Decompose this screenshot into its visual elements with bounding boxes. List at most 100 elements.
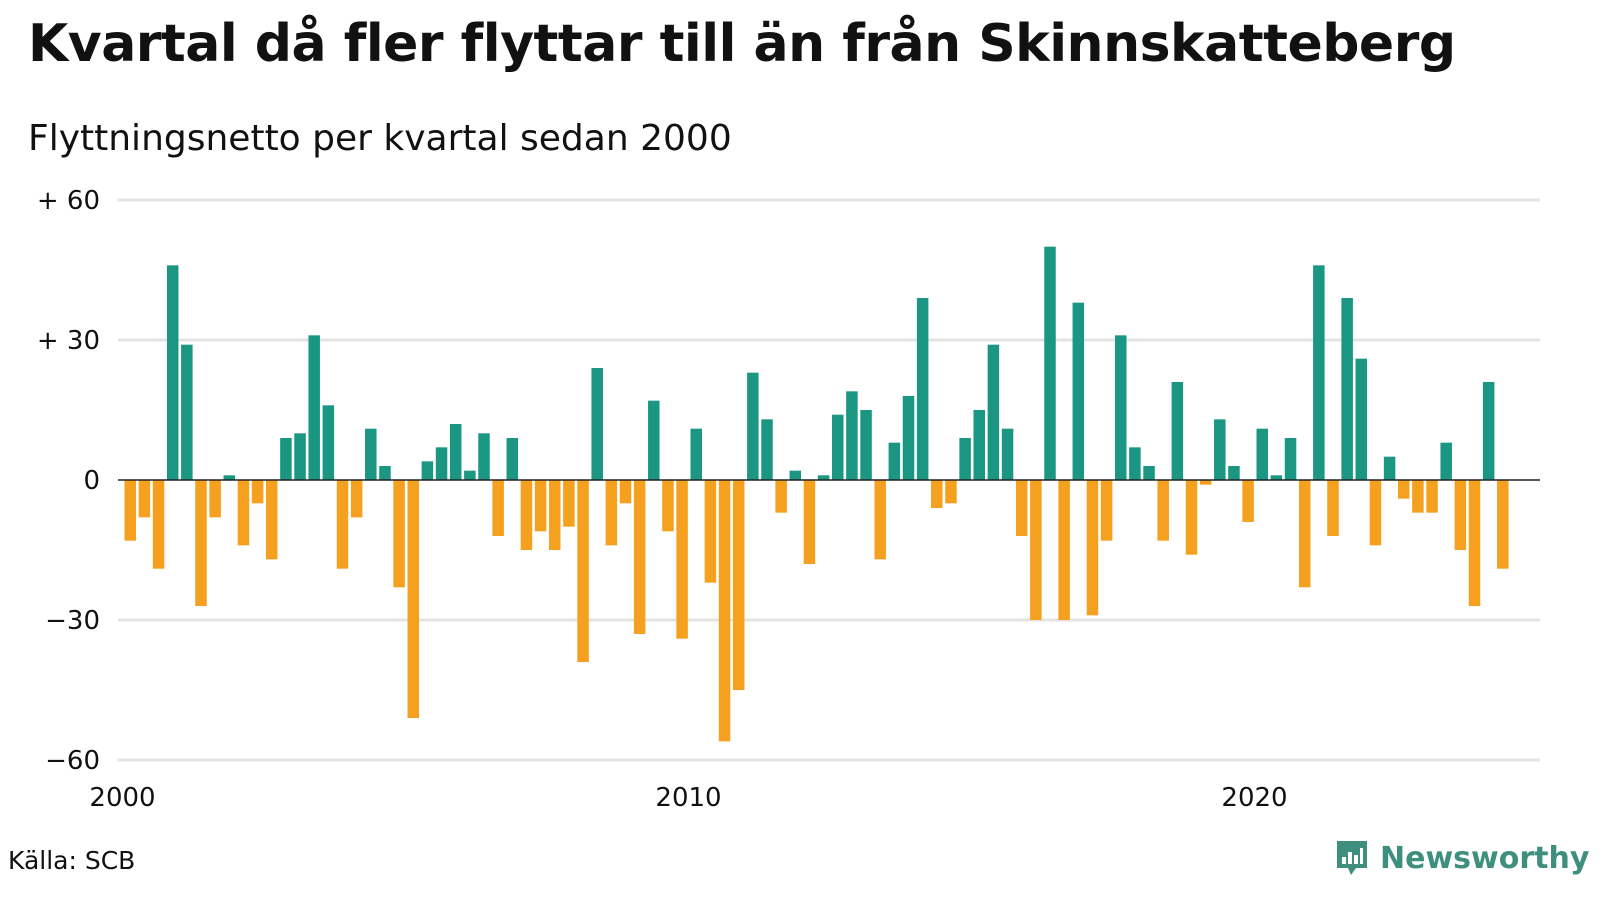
bar xyxy=(1383,456,1396,480)
bar xyxy=(1270,475,1283,480)
bar xyxy=(1497,480,1509,569)
bar xyxy=(846,391,858,480)
bar xyxy=(152,480,165,569)
bar xyxy=(1030,480,1042,620)
bar xyxy=(1341,298,1353,480)
bar xyxy=(973,410,985,480)
bar xyxy=(1426,480,1438,513)
y-tick-label: + 30 xyxy=(37,326,100,356)
y-tick-label: −60 xyxy=(45,746,100,776)
bar xyxy=(294,433,306,480)
bar xyxy=(1129,447,1141,480)
bar xyxy=(251,480,264,504)
bar xyxy=(1412,480,1424,513)
bar xyxy=(648,400,660,480)
bar xyxy=(1313,265,1325,480)
bar xyxy=(181,344,193,480)
bar xyxy=(379,466,391,480)
x-tick-label: 2010 xyxy=(655,783,721,813)
bar xyxy=(563,480,575,527)
bar xyxy=(704,480,717,583)
bar xyxy=(874,480,886,560)
bar xyxy=(209,480,221,518)
bar xyxy=(633,480,646,634)
bar xyxy=(1015,480,1028,536)
bar xyxy=(1228,466,1240,480)
brand-logo: Newsworthy xyxy=(1334,838,1589,878)
x-axis-labels: 2000 2010 2020 xyxy=(89,783,1287,813)
bar xyxy=(676,480,688,639)
bar xyxy=(534,480,547,532)
bar xyxy=(1355,358,1368,480)
bar xyxy=(1468,480,1481,606)
bar xyxy=(1214,419,1226,480)
bar xyxy=(1086,480,1099,616)
chart-title: Kvartal då fler flyttar till än från Ski… xyxy=(28,14,1456,74)
bar xyxy=(1482,382,1495,480)
bar xyxy=(237,480,250,546)
y-axis-labels: + 60 + 30 0 −30 −60 xyxy=(37,186,100,776)
bar xyxy=(1327,480,1339,536)
bar xyxy=(747,372,759,480)
bar xyxy=(803,480,816,564)
bar xyxy=(987,344,1000,480)
bar xyxy=(492,480,504,536)
bar xyxy=(1185,480,1198,555)
source-label: Källa: SCB xyxy=(8,846,136,875)
bar xyxy=(817,475,830,480)
bar xyxy=(1044,246,1056,480)
bar xyxy=(945,480,957,504)
bar xyxy=(350,480,363,518)
bar xyxy=(732,480,745,690)
bar xyxy=(449,424,462,480)
bar xyxy=(916,298,929,480)
bar xyxy=(1001,428,1014,480)
bar xyxy=(605,480,618,546)
bar xyxy=(435,447,448,480)
bar xyxy=(577,480,589,662)
bar xyxy=(1115,335,1127,480)
bar xyxy=(1369,480,1382,546)
bar xyxy=(959,438,971,480)
bar xyxy=(902,396,915,480)
bar xyxy=(761,419,773,480)
bar xyxy=(860,410,872,480)
bar xyxy=(662,480,674,532)
bar xyxy=(1256,428,1268,480)
bar xyxy=(308,335,320,480)
bar xyxy=(124,480,136,541)
bar xyxy=(421,461,434,480)
bar xyxy=(1058,480,1070,620)
brand-name: Newsworthy xyxy=(1380,840,1590,876)
bars xyxy=(124,246,1509,742)
bar xyxy=(690,428,702,480)
bar xyxy=(832,414,844,480)
bar xyxy=(322,405,335,480)
bar xyxy=(506,438,519,480)
bar xyxy=(464,470,476,480)
bar xyxy=(138,480,151,518)
bar xyxy=(718,480,731,742)
bar xyxy=(1143,466,1155,480)
bar xyxy=(1298,480,1311,588)
bar xyxy=(336,480,349,569)
bar xyxy=(520,480,533,550)
bar xyxy=(223,475,236,480)
bar xyxy=(1171,382,1184,480)
y-tick-label: + 60 xyxy=(37,186,100,216)
y-tick-label: 0 xyxy=(83,466,100,496)
bar xyxy=(1199,480,1212,485)
bar xyxy=(266,480,278,560)
bar xyxy=(393,480,405,588)
bar xyxy=(478,433,490,480)
bar xyxy=(1157,480,1169,541)
bar xyxy=(365,428,377,480)
bar xyxy=(1100,480,1113,541)
bar xyxy=(1398,480,1410,499)
chart-subtitle: Flyttningsnetto per kvartal sedan 2000 xyxy=(28,118,732,159)
bar xyxy=(280,438,292,480)
bar xyxy=(166,265,179,480)
bar xyxy=(591,368,603,480)
bar xyxy=(407,480,419,718)
